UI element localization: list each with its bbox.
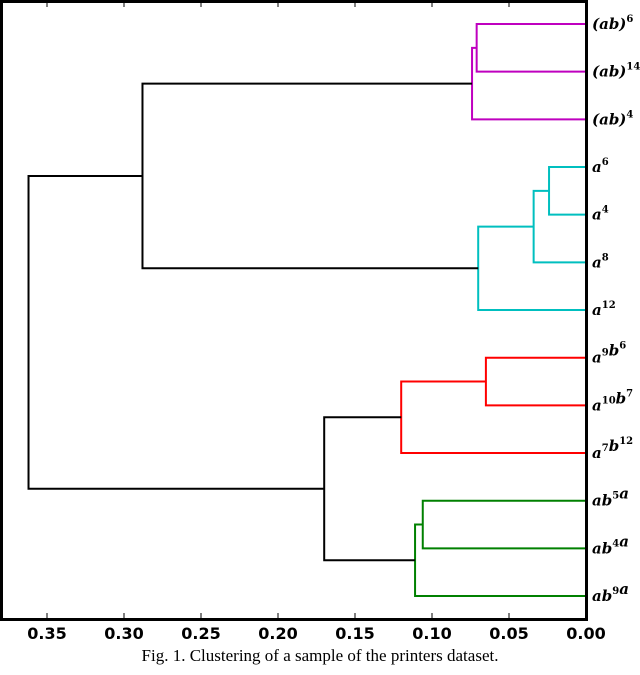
dendrogram-link <box>548 166 586 216</box>
dendrogram-link <box>421 499 586 550</box>
x-tick-label: 0.05 <box>489 624 528 640</box>
leaf-label: a9b6 <box>592 341 626 367</box>
x-axis: 0.35 0.30 0.25 0.20 0.15 0.10 0.05 0.00 <box>27 2 606 640</box>
leaf-label: (ab)4 <box>592 109 633 128</box>
x-tick-label: 0.20 <box>258 624 297 640</box>
x-tick-label: 0.15 <box>335 624 374 640</box>
leaf-label: (ab)6 <box>592 14 633 33</box>
x-tick-label: 0.25 <box>181 624 220 640</box>
x-tick-label: 0.00 <box>566 624 605 640</box>
leaf-labels: (ab)6 (ab)14 (ab)4 a6 a4 a8 a12 a9b6 a10b7 a7b12 a… <box>592 14 640 605</box>
dendrogram-link <box>141 82 479 270</box>
leaf-label: a8 <box>592 252 609 271</box>
figure-caption: Fig. 1. Clustering of a sample of the pr… <box>141 646 499 665</box>
plot-frame <box>0 0 588 621</box>
x-tick-label: 0.30 <box>104 624 143 640</box>
leaf-label: a6 <box>592 157 609 176</box>
x-tick-label: 0.10 <box>412 624 451 640</box>
leaf-label: a4 <box>592 205 609 224</box>
dendrogram-links <box>27 23 586 598</box>
dendrogram-link <box>471 46 586 121</box>
dendrogram-chart: 0.35 0.30 0.25 0.20 0.15 0.10 0.05 0.00 (ab)6(a… <box>0 0 640 640</box>
dendrogram-link <box>532 189 586 264</box>
leaf-label: ab9a <box>592 580 629 605</box>
leaf-label: a12 <box>592 300 616 319</box>
x-tick-label: 0.35 <box>27 624 66 640</box>
dendrogram-link <box>400 380 586 455</box>
leaf-label: (ab)14 <box>592 62 640 81</box>
leaf-label: ab5a <box>592 485 629 510</box>
leaf-label: a7b12 <box>592 436 633 462</box>
dendrogram-link <box>27 174 325 490</box>
dendrogram-link <box>477 225 586 312</box>
dendrogram-link <box>484 356 586 407</box>
leaf-label: a10b7 <box>592 388 633 414</box>
leaf-label: ab4a <box>592 532 629 557</box>
dendrogram-link <box>475 23 586 73</box>
dendrogram-link <box>414 523 586 598</box>
